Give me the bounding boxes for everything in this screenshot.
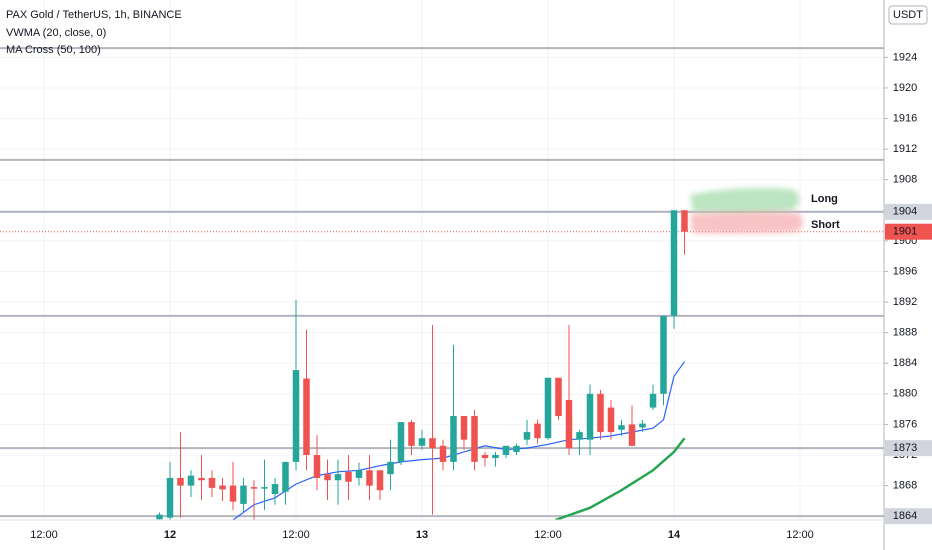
candle-body bbox=[418, 438, 426, 446]
last-price-label: 1901 bbox=[893, 226, 917, 238]
candle-body bbox=[397, 422, 405, 462]
y-tick-label: 1896 bbox=[893, 265, 917, 277]
annotation-short: Short bbox=[811, 219, 840, 231]
candle-body bbox=[292, 370, 300, 462]
candle-body bbox=[303, 378, 310, 455]
unit-label: USDT bbox=[893, 9, 923, 21]
candle-body bbox=[166, 477, 174, 518]
y-tick-label: 1868 bbox=[893, 479, 917, 491]
candle-body bbox=[534, 423, 541, 439]
y-tick-label: 1880 bbox=[893, 388, 917, 400]
candle-body bbox=[660, 315, 667, 394]
level-tag bbox=[885, 203, 932, 220]
candle-body bbox=[555, 377, 562, 416]
unit-box bbox=[888, 5, 928, 25]
y-tick-label: 1924 bbox=[893, 51, 917, 63]
x-tick-label: 12:00 bbox=[282, 529, 310, 541]
level-tag bbox=[885, 508, 932, 525]
candle-body bbox=[240, 485, 247, 504]
last-price-tag bbox=[885, 223, 932, 240]
level-tag-label: 1864 bbox=[893, 510, 917, 522]
candle-body bbox=[670, 210, 678, 316]
y-tick-label: 1916 bbox=[893, 112, 917, 124]
x-tick-label: 12:00 bbox=[534, 529, 562, 541]
candle-body bbox=[576, 432, 583, 440]
candle-body bbox=[177, 477, 184, 486]
candle-body bbox=[324, 474, 331, 481]
candle-body bbox=[618, 425, 625, 430]
candles bbox=[156, 210, 688, 520]
candle-body bbox=[649, 393, 657, 408]
candle-body bbox=[544, 377, 552, 439]
y-tick-label: 1908 bbox=[893, 174, 917, 186]
level-tag bbox=[885, 440, 932, 457]
candle-body bbox=[681, 210, 688, 232]
candle-body bbox=[513, 445, 520, 452]
candle-body bbox=[639, 423, 646, 428]
candle-body bbox=[628, 424, 636, 446]
y-tick-label: 1892 bbox=[893, 296, 917, 308]
long-highlight bbox=[690, 187, 800, 213]
y-tick-label: 1876 bbox=[893, 418, 917, 430]
candle-body bbox=[387, 461, 394, 475]
candle-body bbox=[208, 477, 216, 488]
candle-body bbox=[345, 471, 352, 482]
y-tick-label: 1912 bbox=[893, 143, 917, 155]
indicator-line bbox=[554, 437, 686, 520]
y-tick-label: 1888 bbox=[893, 327, 917, 339]
indicator-label: VWMA (20, close, 0) bbox=[6, 27, 106, 39]
level-tag-label: 1904 bbox=[893, 206, 917, 218]
candle-body bbox=[366, 470, 373, 486]
candle-body bbox=[156, 514, 163, 520]
x-tick-label: 12 bbox=[164, 529, 176, 541]
candle-body bbox=[219, 485, 226, 490]
candle-body bbox=[261, 487, 268, 489]
candle-body bbox=[271, 484, 279, 494]
chart-title: PAX Gold / TetherUS, 1h, BINANCE bbox=[6, 9, 182, 21]
candle-body bbox=[481, 455, 489, 459]
candle-body bbox=[229, 485, 237, 502]
candle-body bbox=[565, 399, 573, 449]
y-tick-label: 1920 bbox=[893, 82, 917, 94]
grid bbox=[0, 0, 884, 520]
candle-body bbox=[502, 445, 510, 455]
candle-body bbox=[429, 438, 436, 449]
indicator-label: MA Cross (50, 100) bbox=[6, 44, 101, 56]
x-tick-label: 13 bbox=[416, 529, 428, 541]
candle-body bbox=[334, 474, 342, 481]
tags: 1904 1873 1864 1901 bbox=[885, 203, 932, 525]
candle-body bbox=[450, 416, 457, 462]
short-highlight bbox=[690, 211, 804, 234]
level-tag-label: 1873 bbox=[893, 442, 917, 454]
candle-body bbox=[460, 416, 468, 440]
candle-body bbox=[408, 422, 415, 446]
candle-body bbox=[250, 487, 258, 489]
candle-body bbox=[376, 470, 384, 491]
candle-body bbox=[355, 470, 363, 478]
candle-body bbox=[282, 461, 289, 492]
price-axis bbox=[884, 0, 932, 550]
candle-body bbox=[523, 432, 531, 440]
candle-body bbox=[492, 455, 499, 459]
candle-body bbox=[586, 393, 594, 440]
x-tick-label: 12:00 bbox=[786, 529, 814, 541]
x-tick-label: 12:00 bbox=[30, 529, 58, 541]
candle-body bbox=[198, 477, 205, 481]
annotation-long: Long bbox=[811, 193, 838, 205]
candle-body bbox=[471, 416, 478, 462]
candle-body bbox=[607, 407, 615, 433]
candle-body bbox=[439, 445, 447, 462]
candle-body bbox=[187, 475, 195, 486]
candle-body bbox=[597, 393, 604, 433]
candle-body bbox=[313, 455, 321, 478]
x-tick-label: 14 bbox=[668, 529, 681, 541]
y-tick-label: 1884 bbox=[893, 357, 917, 369]
